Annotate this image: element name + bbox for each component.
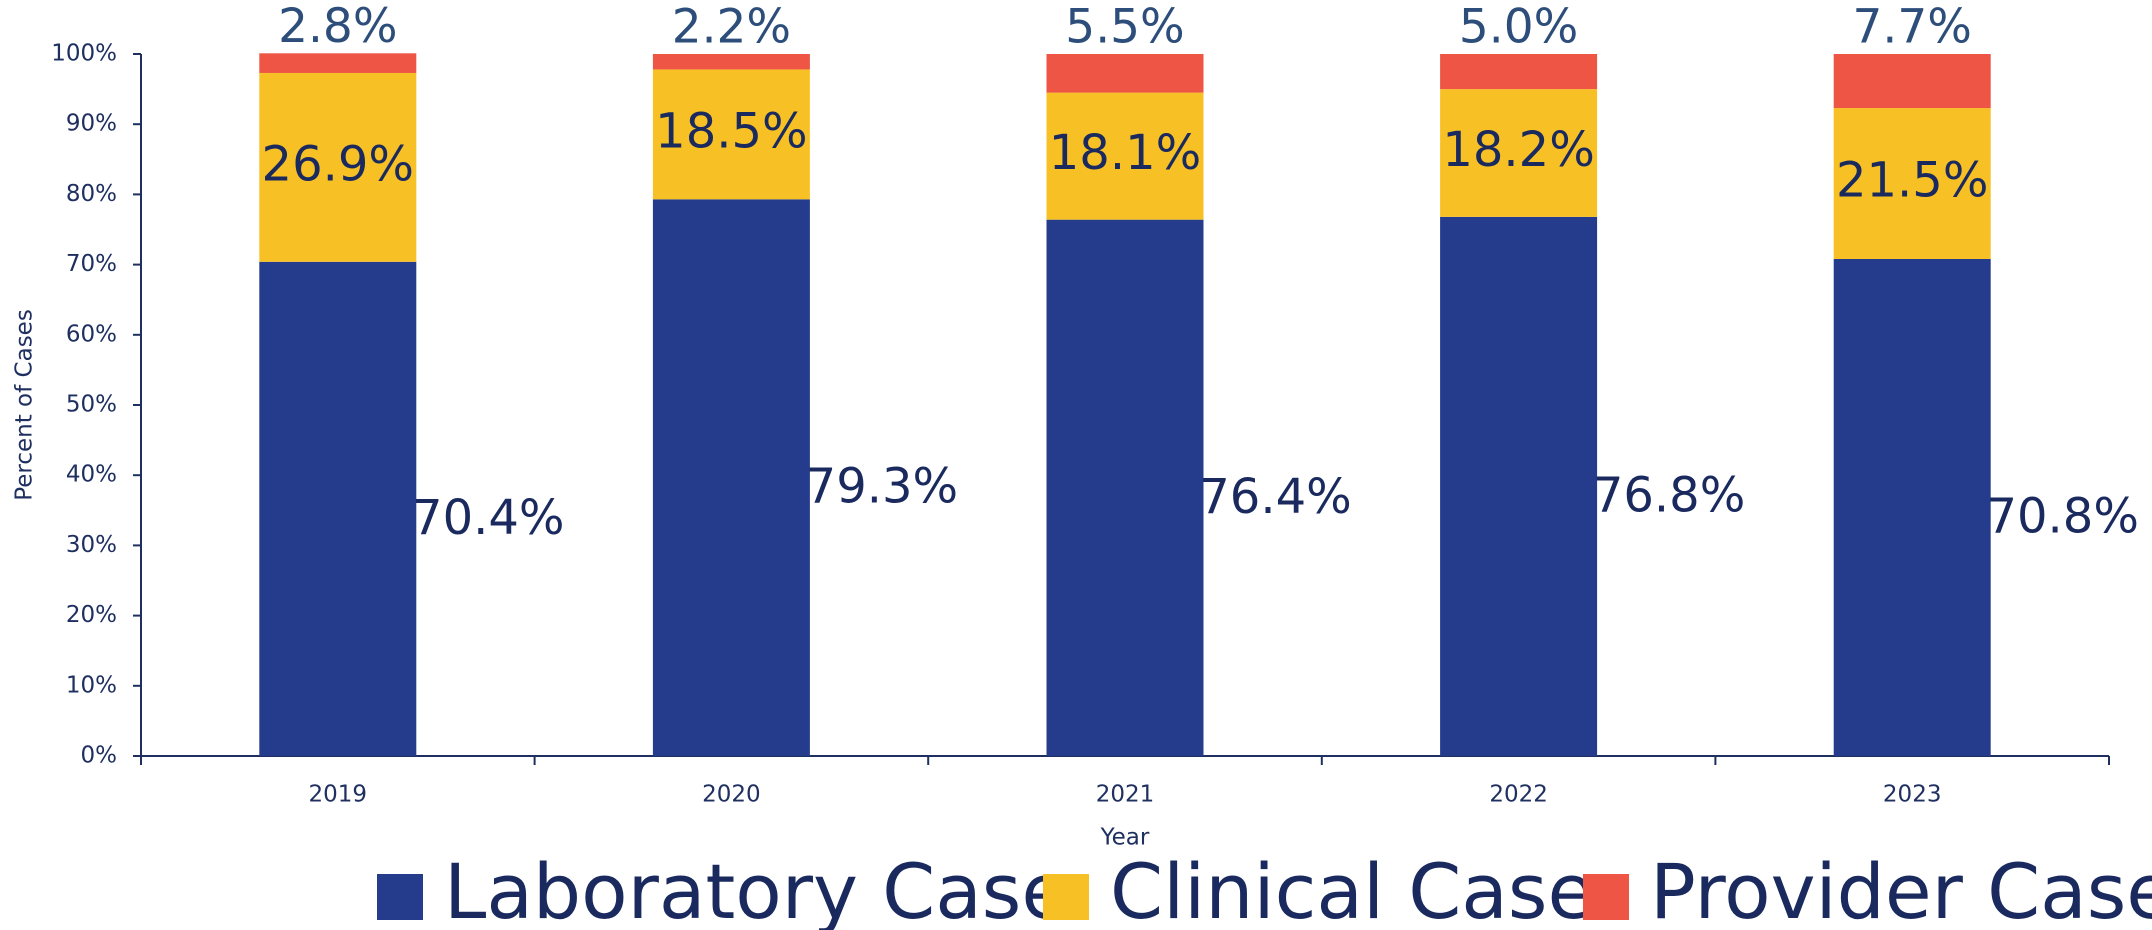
y-tick-label: 100% (51, 41, 117, 67)
data-label: 76.4% (1199, 469, 1351, 525)
y-tick-label: 10% (66, 672, 117, 698)
bar-segment (652, 69, 810, 200)
bar-segment (1440, 216, 1598, 756)
data-label: 18.1% (1049, 125, 1201, 181)
bar-segment (1046, 92, 1204, 220)
data-label: 2.2% (672, 0, 791, 55)
data-label: 21.5% (1836, 153, 1988, 209)
bar-segment (1440, 54, 1598, 90)
bar-segment (652, 199, 810, 757)
y-tick-label: 70% (66, 251, 117, 277)
x-axis-title: Year (1100, 825, 1150, 851)
legend-swatch (1043, 874, 1089, 920)
y-axis-title: Percent of Cases (12, 309, 38, 501)
data-label: 79.3% (806, 459, 958, 515)
x-tick-label: 2019 (309, 782, 368, 808)
y-tick-label: 60% (66, 321, 117, 347)
bar-segment (1833, 258, 1991, 756)
data-label: 2.8% (278, 0, 397, 54)
bar-segment (1833, 108, 1991, 259)
y-tick-label: 50% (66, 392, 117, 418)
bar-segment (259, 53, 417, 73)
legend-swatch (1583, 874, 1629, 920)
bar-segment (259, 72, 417, 262)
y-tick-label: 90% (66, 111, 117, 137)
x-tick-label: 2021 (1096, 782, 1155, 808)
data-label: 76.8% (1593, 467, 1745, 523)
data-label: 26.9% (262, 136, 414, 192)
y-tick-label: 0% (81, 743, 118, 769)
bar-segment (1046, 54, 1204, 93)
y-tick-label: 20% (66, 602, 117, 628)
data-label: 18.5% (655, 103, 807, 159)
data-label: 5.0% (1459, 0, 1578, 55)
data-label: 70.8% (1986, 488, 2138, 544)
x-tick-label: 2020 (702, 782, 761, 808)
y-tick-label: 30% (66, 532, 117, 558)
data-label: 5.5% (1065, 0, 1184, 55)
bar-segment (259, 261, 417, 756)
legend-swatch (377, 874, 423, 920)
bar-segment (652, 54, 810, 70)
legend-label: Provider Case (1650, 847, 2152, 930)
bar-segment (1833, 54, 1991, 109)
data-label: 70.4% (412, 490, 564, 546)
x-tick-label: 2023 (1883, 782, 1942, 808)
bar-segment (1046, 219, 1204, 756)
y-tick-label: 80% (66, 181, 117, 207)
x-tick-label: 2022 (1489, 782, 1548, 808)
data-label: 7.7% (1852, 0, 1971, 55)
legend-label: Clinical Case (1110, 847, 1594, 930)
y-tick-label: 40% (66, 462, 117, 488)
bar-segment (1440, 89, 1598, 217)
legend-label: Laboratory Case (444, 847, 1068, 930)
data-label: 18.2% (1442, 122, 1594, 178)
